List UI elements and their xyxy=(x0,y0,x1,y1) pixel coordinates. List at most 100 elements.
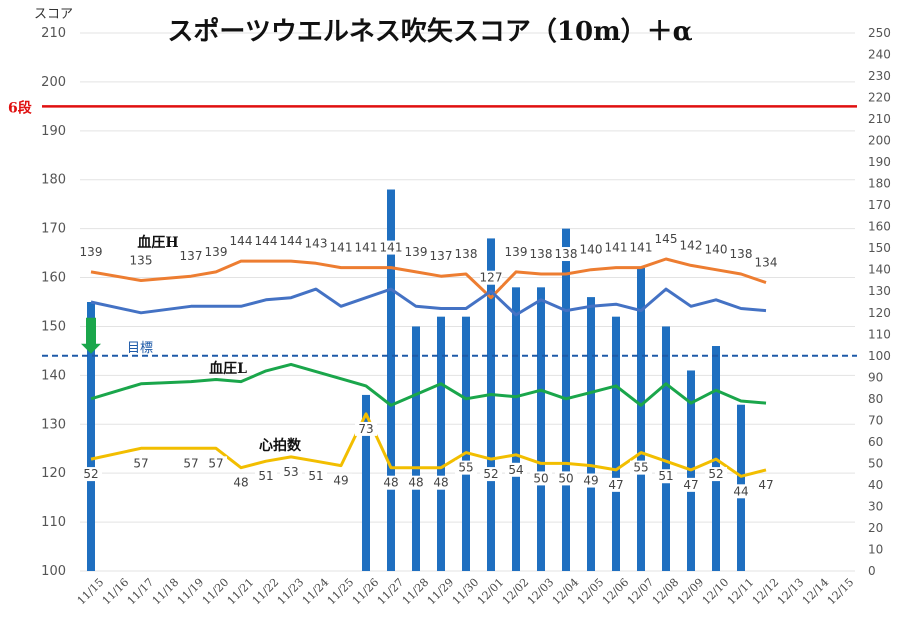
data-label-bg xyxy=(305,469,327,484)
data-label-bg xyxy=(530,471,552,486)
data-label-bg xyxy=(130,253,152,268)
right-tick-label: 30 xyxy=(868,499,883,513)
right-tick-label: 0 xyxy=(868,564,876,578)
x-tick-label: 12/03 xyxy=(525,576,557,608)
data-label-bg xyxy=(180,249,202,264)
data-label-bg xyxy=(730,484,752,499)
data-label: 141 xyxy=(605,241,628,255)
data-label: 48 xyxy=(383,476,398,490)
left-tick-label: 110 xyxy=(41,515,66,530)
x-tick-label: 11/28 xyxy=(400,576,432,608)
bar xyxy=(437,316,445,571)
data-label-bg xyxy=(655,469,677,484)
x-tick-label: 12/01 xyxy=(475,576,507,608)
data-label-bg xyxy=(505,462,527,477)
data-label-bg xyxy=(280,234,302,249)
right-tick-label: 50 xyxy=(868,456,883,470)
data-label-bg xyxy=(430,249,452,264)
left-tick-label: 140 xyxy=(41,368,66,383)
data-label: 138 xyxy=(455,247,478,261)
data-label: 144 xyxy=(280,234,303,248)
right-tick-label: 100 xyxy=(868,349,891,363)
data-label: 127 xyxy=(480,271,503,285)
data-label: 57 xyxy=(183,456,198,470)
data-label: 139 xyxy=(205,245,228,259)
data-label: 135 xyxy=(130,253,153,267)
left-tick-label: 190 xyxy=(41,124,66,139)
x-tick-label: 12/11 xyxy=(725,576,757,608)
x-tick-label: 11/21 xyxy=(225,576,257,608)
data-label: 51 xyxy=(308,469,323,483)
x-tick-label: 12/04 xyxy=(550,576,582,608)
data-label-bg xyxy=(680,238,702,253)
data-label-bg xyxy=(580,473,602,488)
data-label: 51 xyxy=(658,469,673,483)
data-label: 52 xyxy=(708,467,723,481)
data-label-bg xyxy=(480,270,502,285)
data-label: 143 xyxy=(305,236,328,250)
x-tick-label: 11/24 xyxy=(300,576,332,608)
bar xyxy=(362,394,370,571)
series-name-label: 血圧L xyxy=(209,360,247,377)
data-label: 49 xyxy=(583,474,598,488)
data-label-bg xyxy=(205,244,227,259)
data-label: 55 xyxy=(458,461,473,475)
data-label-bg xyxy=(705,467,727,482)
x-tick-label: 11/23 xyxy=(275,576,307,608)
data-label: 50 xyxy=(558,471,573,485)
data-label: 144 xyxy=(255,234,278,248)
x-tick-label: 12/12 xyxy=(750,576,782,608)
reference-label-target: 目標 xyxy=(127,341,153,356)
data-label: 137 xyxy=(180,249,203,263)
series-name-label: 血圧H xyxy=(137,234,178,251)
data-label-bg xyxy=(405,244,427,259)
bar xyxy=(662,326,670,571)
right-tick-label: 60 xyxy=(868,435,883,449)
right-tick-label: 10 xyxy=(868,542,883,556)
right-tick-label: 160 xyxy=(868,220,891,234)
data-label-bg xyxy=(580,242,602,257)
data-label: 57 xyxy=(133,456,148,470)
data-label: 49 xyxy=(333,474,348,488)
data-label: 140 xyxy=(705,243,728,257)
x-tick-label: 12/13 xyxy=(775,576,807,608)
data-label: 55 xyxy=(633,461,648,475)
data-label: 141 xyxy=(355,241,378,255)
data-label-bg xyxy=(605,477,627,492)
left-tick-label: 120 xyxy=(41,466,66,481)
x-tick-label: 11/26 xyxy=(350,576,382,608)
right-tick-label: 40 xyxy=(868,478,883,492)
data-label-bg xyxy=(380,240,402,255)
data-label: 142 xyxy=(680,238,703,252)
right-tick-label: 130 xyxy=(868,284,891,298)
x-tick-label: 12/02 xyxy=(500,576,532,608)
data-label-bg xyxy=(255,234,277,249)
x-tick-label: 11/15 xyxy=(75,576,107,608)
data-label: 47 xyxy=(758,478,773,492)
data-label: 50 xyxy=(533,471,548,485)
data-label: 141 xyxy=(380,241,403,255)
data-label-bg xyxy=(480,467,502,482)
series-line xyxy=(90,287,767,317)
data-label-bg xyxy=(255,469,277,484)
left-tick-label: 160 xyxy=(41,271,66,286)
data-label: 134 xyxy=(755,256,778,270)
data-label: 73 xyxy=(358,422,373,436)
data-label-bg xyxy=(530,247,552,262)
data-label: 139 xyxy=(80,245,103,259)
right-tick-label: 170 xyxy=(868,198,891,212)
data-label-bg xyxy=(705,242,727,257)
data-label: 54 xyxy=(508,463,523,477)
x-tick-label: 12/07 xyxy=(625,576,657,608)
data-label-bg xyxy=(630,460,652,475)
data-label-bg xyxy=(680,477,702,492)
left-tick-label: 200 xyxy=(41,75,66,90)
data-label: 44 xyxy=(733,484,748,498)
right-tick-label: 20 xyxy=(868,521,883,535)
data-label: 48 xyxy=(433,476,448,490)
right-tick-label: 70 xyxy=(868,413,883,427)
data-label-bg xyxy=(205,456,227,471)
bar xyxy=(637,267,645,571)
data-label: 139 xyxy=(405,245,428,259)
